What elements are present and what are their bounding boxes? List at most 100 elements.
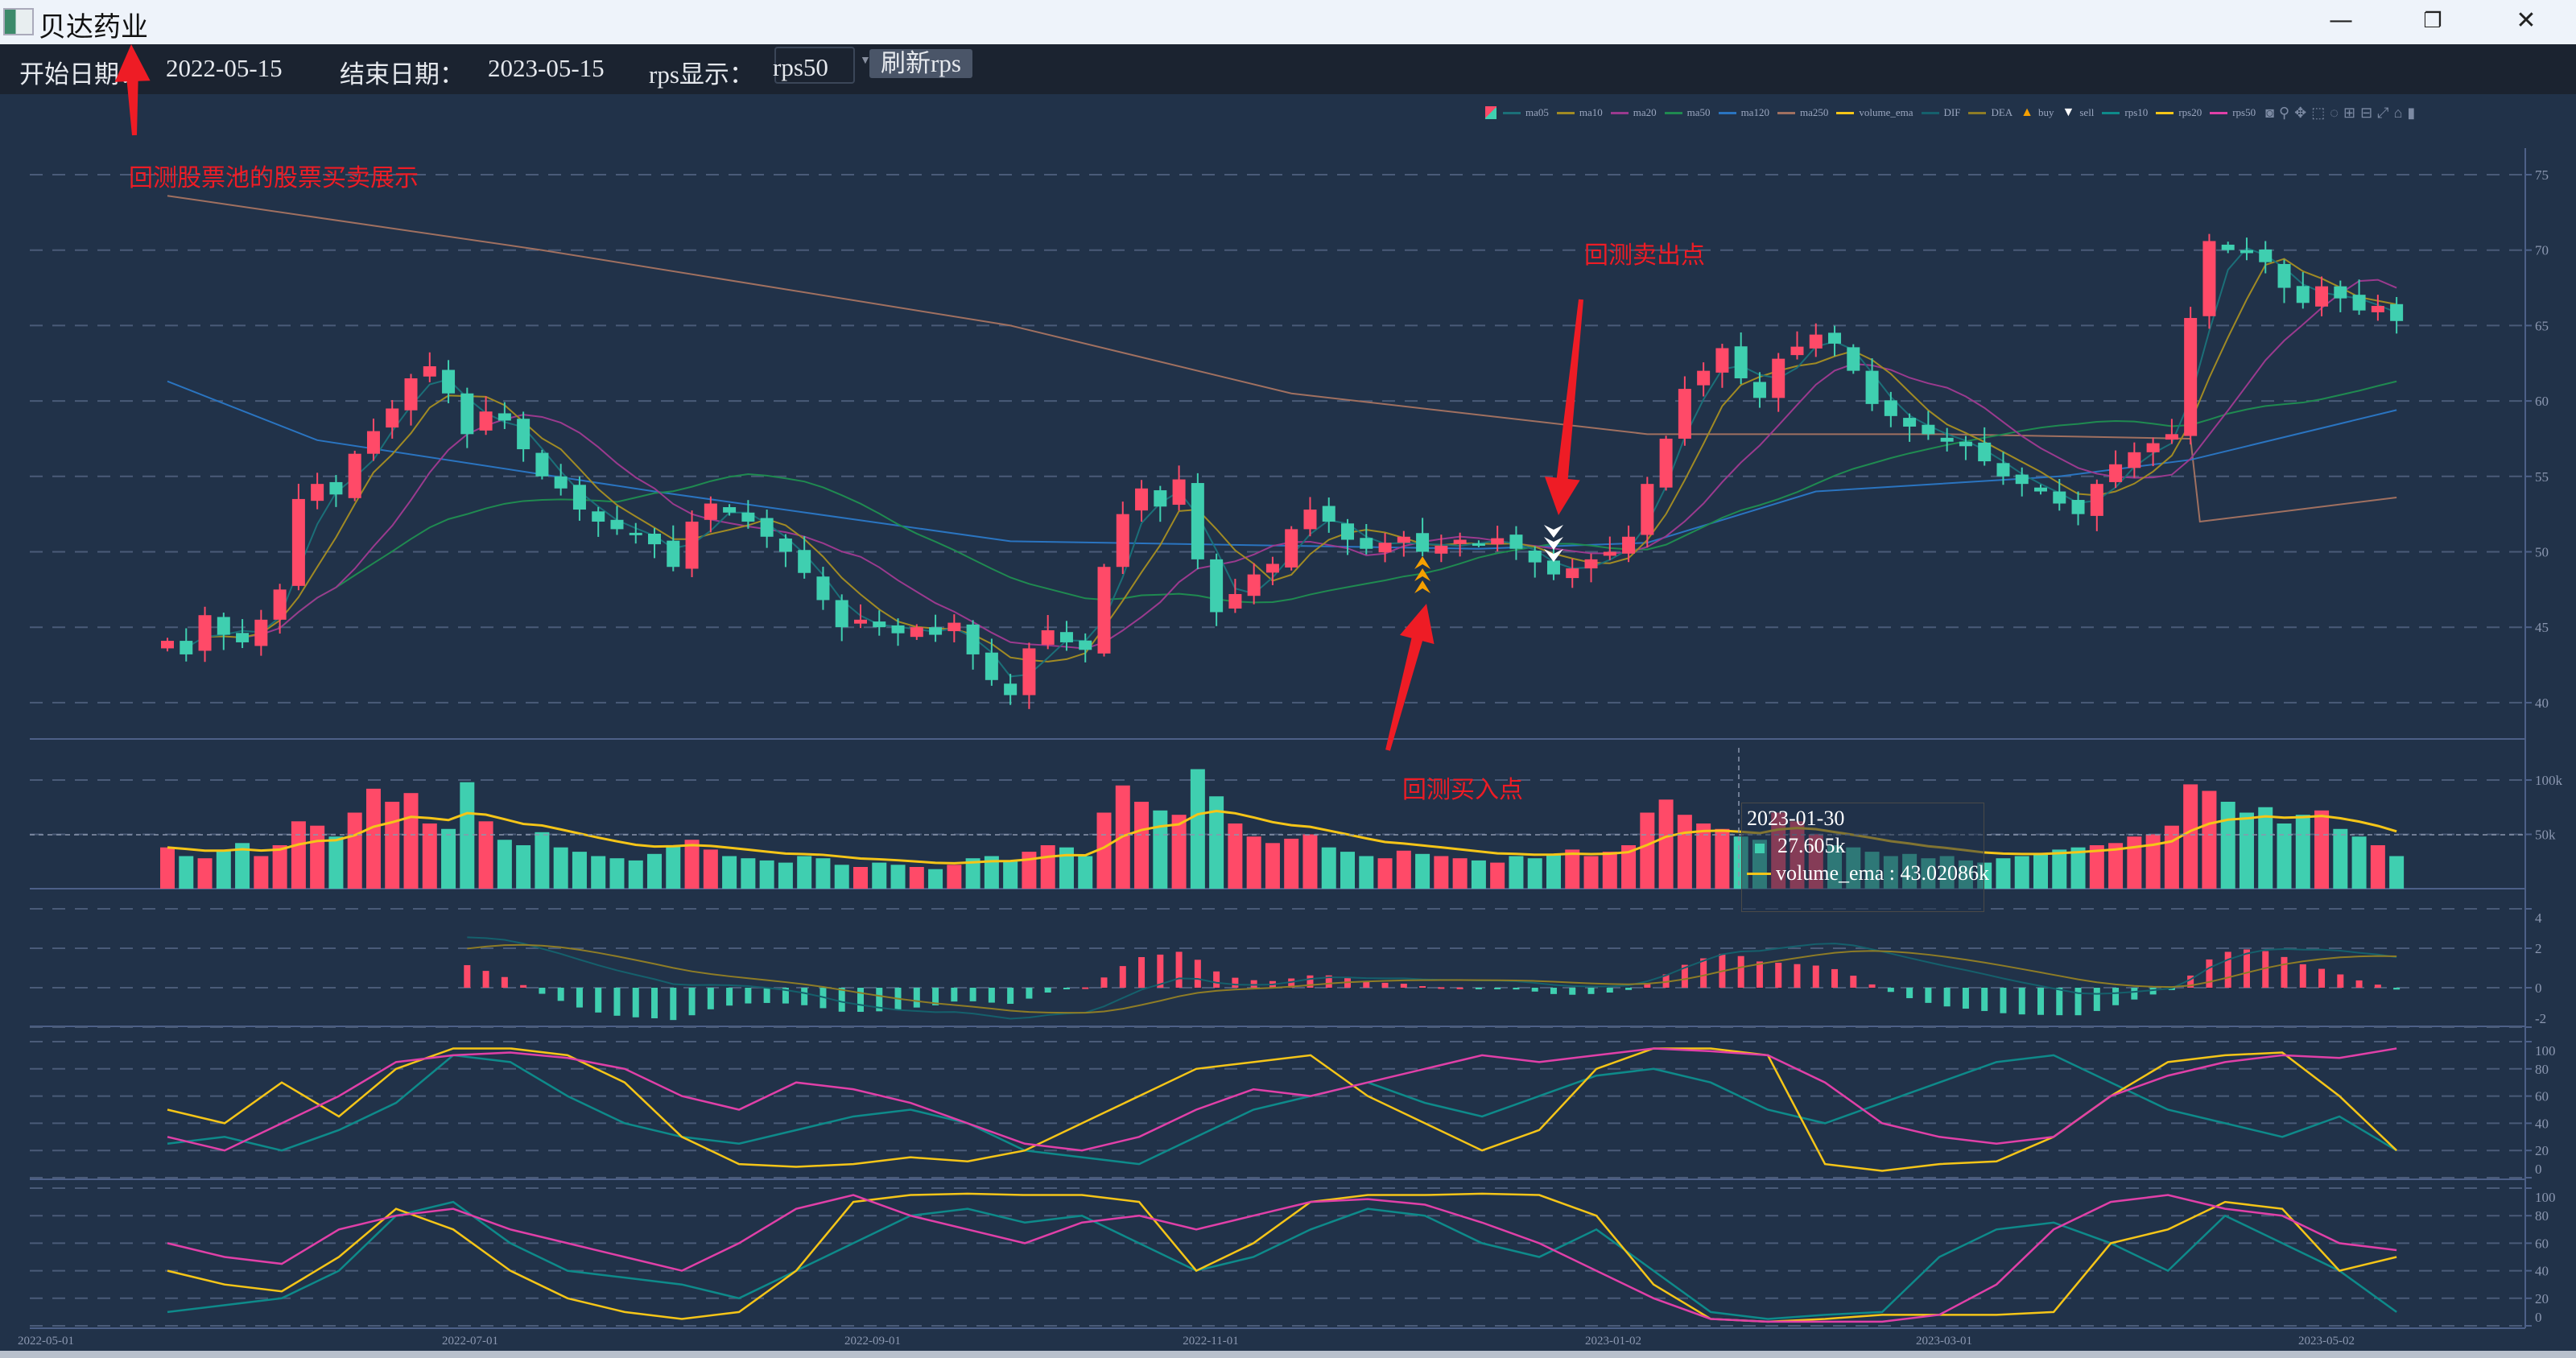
candle-body [1884, 400, 1897, 416]
chevron-down-icon[interactable]: ▼ [860, 55, 871, 67]
legend-item-DEA[interactable]: DEA [1968, 106, 2013, 119]
legend-swatch [1610, 111, 1629, 114]
candle-body [704, 503, 717, 520]
volume-bar [703, 849, 718, 889]
candle [1416, 518, 1430, 556]
y-tick-label: 80 [2535, 1062, 2549, 1077]
zoom-in-icon[interactable]: ⚲ [2278, 104, 2290, 121]
candle-body [2259, 249, 2273, 262]
legend-item-rps20[interactable]: rps20 [2156, 106, 2202, 119]
pan-icon[interactable]: ✥ [2294, 104, 2307, 121]
macd-histogram-bar [1531, 988, 1538, 992]
macd-histogram-bar [2093, 988, 2100, 1011]
candle [891, 618, 905, 646]
candle-body [798, 550, 811, 573]
volume-bar [834, 865, 849, 889]
volume-bar [1134, 802, 1150, 889]
macd-histogram-bar [1007, 988, 1014, 1005]
lasso-icon[interactable]: ◌ [2330, 104, 2339, 121]
candle-body [1996, 463, 2010, 477]
volume-bar [179, 856, 194, 889]
legend-item-ma50[interactable]: ma50 [1664, 106, 1711, 119]
volume-bar [1509, 856, 1524, 889]
macd-histogram-bar [1475, 988, 1482, 989]
legend-item-rps50[interactable]: rps50 [2210, 106, 2256, 119]
candle [348, 450, 361, 502]
volume-bar [365, 788, 381, 889]
logo-icon[interactable]: ▮ [2407, 104, 2416, 121]
close-button[interactable]: ✕ [2516, 6, 2537, 35]
volume-bar [1434, 856, 1449, 889]
box-select-icon[interactable]: ⬚ [2311, 104, 2326, 121]
candle [2390, 296, 2404, 334]
start-date-input[interactable]: 2022-05-15 [166, 54, 283, 82]
candle [1360, 524, 1373, 555]
volume-bar [1621, 845, 1637, 889]
legend-item-DIF[interactable]: DIF [1921, 106, 1960, 119]
macd-histogram-bar [1400, 984, 1407, 988]
candle-body [572, 485, 586, 510]
reset-icon[interactable]: ⌂ [2393, 104, 2403, 121]
rps-select[interactable]: rps50 [773, 47, 855, 84]
candle [1715, 344, 1729, 388]
volume-bar [2014, 856, 2029, 889]
legend-swatch [1503, 111, 1521, 114]
candle [2202, 233, 2216, 329]
legend-item-ma20[interactable]: ma20 [1610, 106, 1657, 119]
legend-item-ma250[interactable]: ma250 [1777, 106, 1828, 119]
rps-label: rps显示： [649, 60, 754, 89]
candle-body [2296, 286, 2310, 303]
buy-marker-icon: ▲ [2021, 105, 2034, 119]
refresh-rps-button[interactable]: 刷新rps [869, 49, 972, 78]
legend-item-ma05[interactable]: ma05 [1503, 106, 1549, 119]
macd-histogram-bar [1119, 966, 1126, 988]
legend-item-ma120[interactable]: ma120 [1718, 106, 1769, 119]
volume-bar [1696, 823, 1711, 889]
macd-histogram-bar [651, 988, 658, 1019]
candle-body [648, 534, 662, 545]
candle [1847, 344, 1860, 374]
candle-body [366, 431, 380, 454]
legend-item-volume-ema[interactable]: volume_ema [1836, 106, 1913, 119]
zoom-plus-icon[interactable]: ⊞ [2343, 104, 2356, 121]
candle [1865, 358, 1879, 411]
dea-line [467, 943, 2397, 1014]
macd-histogram-bar [1513, 988, 1520, 990]
candle [2221, 241, 2235, 254]
y-tick-label: 50 [2535, 545, 2549, 560]
volume-bar [797, 856, 812, 889]
candle [610, 506, 624, 535]
zoom-minus-icon[interactable]: ⊟ [2360, 104, 2373, 121]
legend-swatch [2102, 111, 2120, 114]
legend-item-sell[interactable]: ▼ sell [2062, 105, 2095, 120]
candle [685, 510, 699, 577]
candlestick-legend-icon[interactable] [1485, 106, 1496, 119]
candle [291, 483, 305, 591]
volume-bar [628, 860, 643, 889]
volume-bar [1658, 799, 1674, 889]
legend-item-buy[interactable]: ▲ buy [2021, 105, 2054, 120]
candle-body [2352, 295, 2366, 311]
candle-body [1322, 506, 1335, 522]
legend-item-rps10[interactable]: rps10 [2102, 106, 2148, 119]
volume-bar [1284, 838, 1299, 889]
candle [1079, 633, 1092, 662]
annotation-arrow-sell [1544, 299, 1583, 515]
volume-bar [890, 865, 906, 889]
camera-icon[interactable]: ◙ [2265, 104, 2274, 121]
sell-marker-chevron [1543, 537, 1563, 550]
volume-bar [684, 840, 700, 889]
candle-body [554, 476, 568, 489]
y-tick-label: 50k [2535, 828, 2556, 843]
minimize-button[interactable]: — [2329, 6, 2353, 35]
legend-item-ma10[interactable]: ma10 [1556, 106, 1603, 119]
restore-button[interactable]: ❐ [2423, 9, 2442, 33]
candle [386, 399, 399, 439]
autoscale-icon[interactable]: ⤢ [2377, 104, 2389, 121]
macd-histogram-bar [2299, 964, 2306, 988]
candle-body [497, 413, 511, 421]
end-date-input[interactable]: 2023-05-15 [488, 54, 605, 82]
candle-body [2371, 306, 2384, 312]
candle [1641, 477, 1654, 548]
